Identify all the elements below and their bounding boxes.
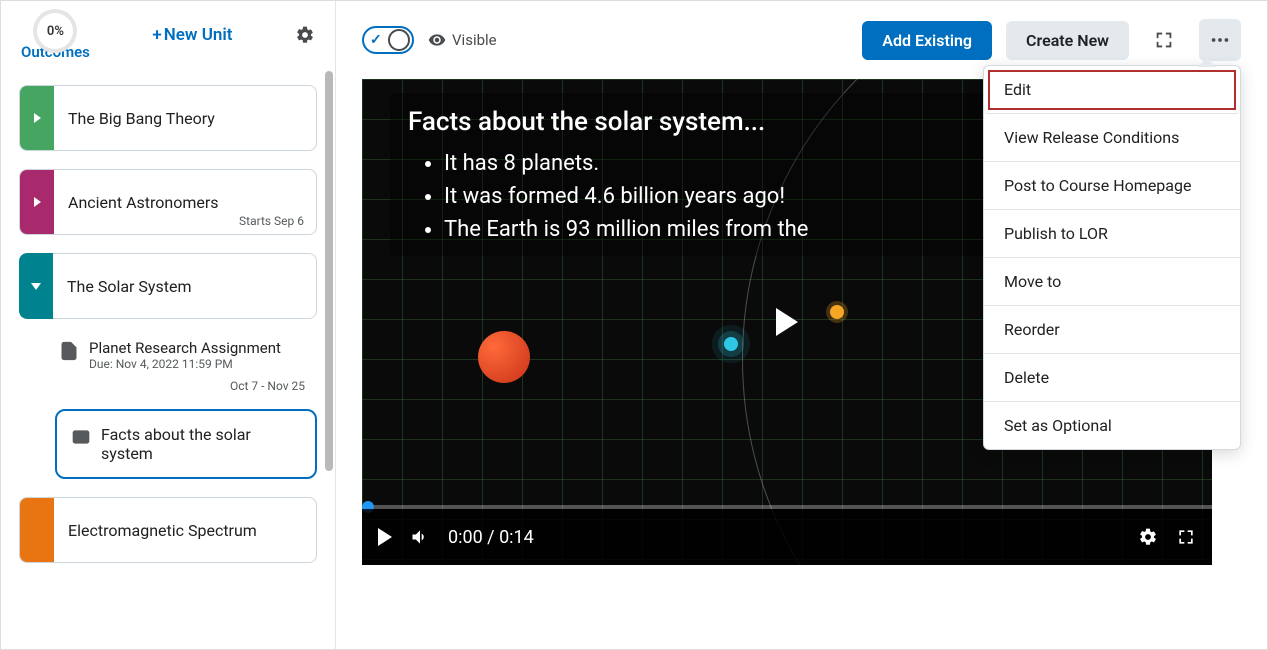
assignment-due: Due: Nov 4, 2022 11:59 PM <box>89 357 313 371</box>
unit-electromagnetic[interactable]: Electromagnetic Spectrum <box>19 497 317 563</box>
assignment-icon <box>59 341 79 361</box>
planet-blue <box>724 337 738 351</box>
planet-red <box>478 331 530 383</box>
content-toolbar: ✓ Visible Add Existing Create New <box>362 19 1241 61</box>
dropdown-post-homepage[interactable]: Post to Course Homepage <box>984 162 1240 210</box>
sidebar-header: 0% Outcomes + New Unit <box>19 9 317 61</box>
add-existing-button[interactable]: Add Existing <box>862 21 992 60</box>
dropdown-set-optional[interactable]: Set as Optional <box>984 402 1240 449</box>
video-item-title: Facts about the solar system <box>101 425 301 463</box>
unit-solar-system[interactable]: The Solar System <box>19 253 317 319</box>
chevron-down-icon <box>31 283 41 290</box>
assignment-item[interactable]: Planet Research Assignment Due: Nov 4, 2… <box>55 333 317 377</box>
sidebar: 0% Outcomes + New Unit The Big Bang Theo… <box>1 1 336 649</box>
fullscreen-button[interactable] <box>1143 19 1185 61</box>
dropdown-delete[interactable]: Delete <box>984 354 1240 402</box>
outcomes-percent: 0% <box>47 24 64 39</box>
assignment-title: Planet Research Assignment <box>89 339 313 357</box>
unit-title: The Big Bang Theory <box>68 109 302 128</box>
chevron-right-icon <box>34 113 41 123</box>
unit-list: The Big Bang Theory Ancient Astronomers … <box>19 85 317 563</box>
assignment-date-range: Oct 7 - Nov 25 <box>55 379 317 393</box>
dropdown-move-to[interactable]: Move to <box>984 258 1240 306</box>
outcomes-link[interactable]: 0% Outcomes <box>21 9 90 61</box>
eye-icon <box>428 31 446 49</box>
video-settings-icon[interactable] <box>1138 527 1158 547</box>
dropdown-arrow-icon <box>1198 58 1216 67</box>
unit-handle[interactable] <box>20 498 54 562</box>
visibility-toggle[interactable]: ✓ <box>362 26 414 54</box>
visibility-status: Visible <box>428 31 497 49</box>
volume-icon[interactable] <box>410 527 430 547</box>
dropdown-edit[interactable]: Edit <box>984 66 1240 114</box>
planet-yellow <box>830 305 844 319</box>
new-unit-button[interactable]: + New Unit <box>152 25 232 45</box>
main-content: ✓ Visible Add Existing Create New <box>336 1 1267 649</box>
play-button[interactable] <box>378 528 392 546</box>
unit-handle[interactable] <box>19 253 53 319</box>
toggle-knob <box>388 29 410 51</box>
unit-big-bang[interactable]: The Big Bang Theory <box>19 85 317 151</box>
scrollbar-thumb[interactable] <box>325 71 333 471</box>
unit-title: Ancient Astronomers <box>68 193 302 212</box>
visible-label: Visible <box>452 31 497 49</box>
unit-start-date: Starts Sep 6 <box>239 214 304 228</box>
dropdown-view-release[interactable]: View Release Conditions <box>984 114 1240 162</box>
video-item-selected[interactable]: Facts about the solar system <box>55 409 317 479</box>
center-play-icon[interactable] <box>776 308 798 336</box>
dropdown-publish-lor[interactable]: Publish to LOR <box>984 210 1240 258</box>
actions-dropdown: Edit View Release Conditions Post to Cou… <box>983 65 1241 450</box>
create-new-button[interactable]: Create New <box>1006 21 1129 60</box>
unit-handle[interactable] <box>20 170 54 234</box>
video-fullscreen-icon[interactable] <box>1176 527 1196 547</box>
check-icon: ✓ <box>370 32 382 48</box>
unit-handle[interactable] <box>20 86 54 150</box>
new-unit-label: New Unit <box>164 25 233 45</box>
plus-icon: + <box>152 25 161 45</box>
chevron-right-icon <box>34 197 41 207</box>
video-file-icon <box>71 427 91 447</box>
video-controls: 0:00 / 0:14 <box>362 509 1212 565</box>
unit-title: Electromagnetic Spectrum <box>68 521 302 540</box>
more-actions-button[interactable] <box>1199 19 1241 61</box>
unit-children: Planet Research Assignment Due: Nov 4, 2… <box>19 333 317 479</box>
unit-title: The Solar System <box>67 277 302 296</box>
sidebar-scrollbar[interactable] <box>325 11 333 639</box>
unit-ancient-astronomers[interactable]: Ancient Astronomers Starts Sep 6 <box>19 169 317 235</box>
dropdown-reorder[interactable]: Reorder <box>984 306 1240 354</box>
settings-icon[interactable] <box>295 25 315 45</box>
video-time: 0:00 / 0:14 <box>448 527 534 548</box>
